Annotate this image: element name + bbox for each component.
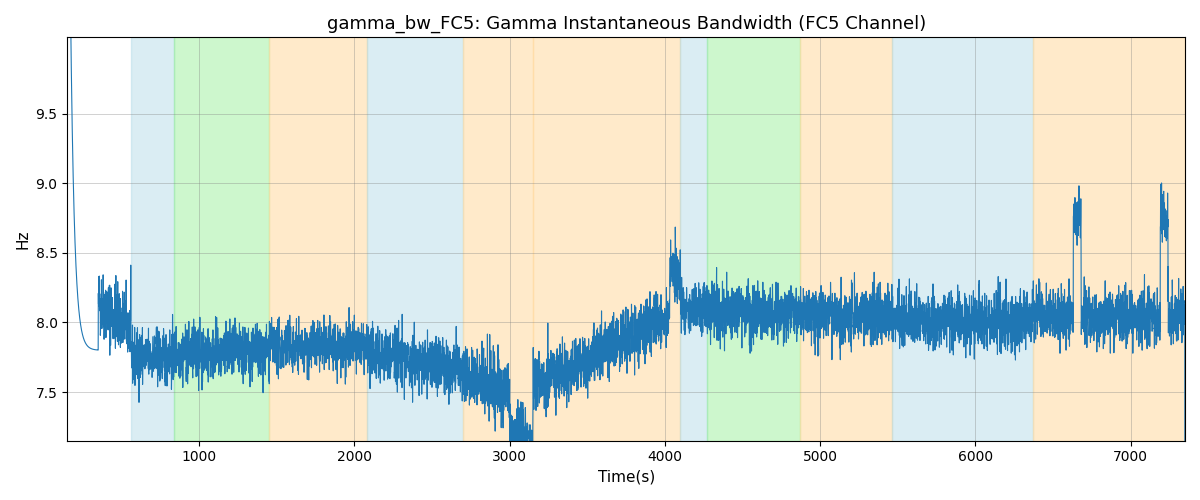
Title: gamma_bw_FC5: Gamma Instantaneous Bandwidth (FC5 Channel): gamma_bw_FC5: Gamma Instantaneous Bandwi…: [326, 15, 925, 34]
Bar: [463, 38, 533, 440]
X-axis label: Time(s): Time(s): [598, 470, 655, 485]
Bar: [367, 38, 463, 440]
Y-axis label: Hz: Hz: [16, 230, 30, 249]
Bar: [680, 38, 707, 440]
Bar: [533, 38, 680, 440]
Bar: [174, 38, 269, 440]
Bar: [131, 38, 174, 440]
Bar: [892, 38, 1033, 440]
Bar: [1033, 38, 1186, 440]
Bar: [707, 38, 800, 440]
Bar: [800, 38, 892, 440]
Bar: [269, 38, 367, 440]
